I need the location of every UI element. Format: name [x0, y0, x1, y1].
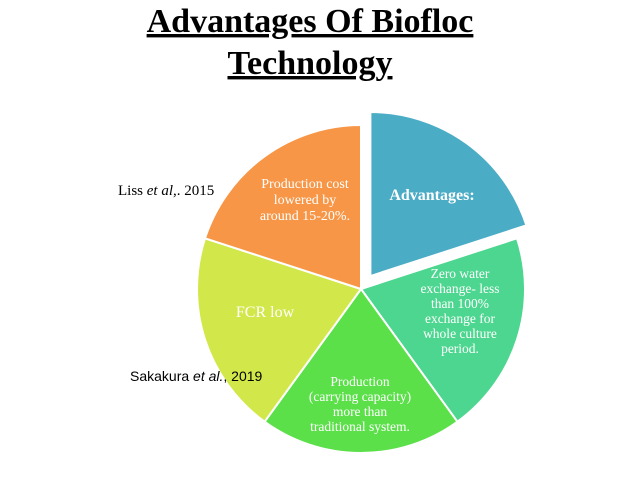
segment-label: lowered by	[274, 193, 337, 208]
pie-segment	[196, 237, 363, 424]
pie-segment	[203, 123, 362, 291]
segment-label: exchange for	[425, 311, 496, 326]
citation-part: , 2019	[223, 368, 262, 384]
segment-label: more than	[333, 404, 388, 419]
segment-label: Zero water	[431, 266, 490, 281]
citation-part: Sakakura	[130, 368, 193, 384]
citation: Sakakura et al., 2019	[130, 368, 263, 384]
segment-label: (carrying capacity)	[309, 389, 411, 404]
segment-label: exchange- less	[420, 281, 499, 296]
segment-label: FCR low	[236, 304, 295, 321]
citation-part: ,. 2015	[173, 183, 214, 199]
segment-label: Production	[330, 374, 389, 389]
citation: Liss et al,. 2015	[118, 183, 214, 199]
segment-label: around 15-20%.	[260, 209, 350, 224]
segment-label: than 100%	[431, 296, 489, 311]
segment-label: period.	[441, 341, 479, 356]
pie-segment	[359, 237, 526, 424]
segment-label: traditional system.	[310, 419, 410, 434]
citation-part: Liss	[118, 183, 147, 199]
title: Technology	[227, 45, 392, 82]
segment-label: whole culture	[423, 326, 497, 341]
citation-part: et al	[147, 183, 173, 199]
segment-label: Advantages:	[389, 187, 474, 204]
citation-part: et al.	[193, 368, 223, 384]
title: Advantages Of Biofloc	[147, 3, 474, 40]
pie-segment	[263, 287, 459, 454]
segment-label: Production cost	[261, 177, 349, 192]
pie-segment	[369, 111, 528, 278]
